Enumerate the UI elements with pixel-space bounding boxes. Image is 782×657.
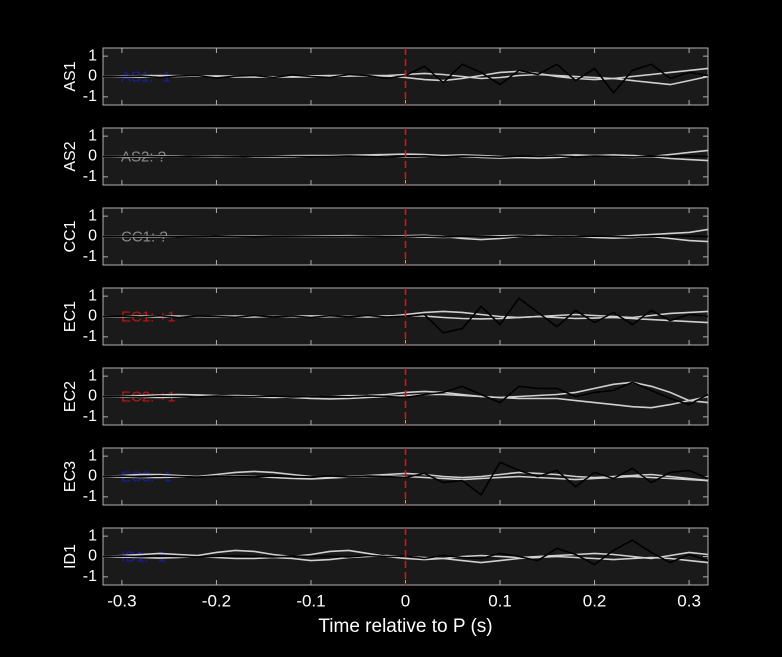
x-tick-label: 0 xyxy=(401,591,410,610)
y-tick-label: 1 xyxy=(88,447,97,464)
y-tick-label: 0 xyxy=(88,228,97,245)
y-tick-label: 1 xyxy=(88,47,97,64)
x-tick-label: -0.3 xyxy=(107,591,136,610)
y-tick-label: 0 xyxy=(88,308,97,325)
y-tick-label: -1 xyxy=(83,248,97,265)
y-axis-label: EC1 xyxy=(62,301,79,332)
y-tick-label: -1 xyxy=(83,168,97,185)
y-tick-label: -1 xyxy=(83,408,97,425)
y-axis-label: AS1 xyxy=(62,61,79,91)
y-axis-label: EC3 xyxy=(62,461,79,492)
y-tick-label: 0 xyxy=(88,68,97,85)
y-tick-label: -1 xyxy=(83,328,97,345)
x-tick-label: -0.2 xyxy=(202,591,231,610)
y-tick-label: 1 xyxy=(88,527,97,544)
y-tick-label: 0 xyxy=(88,468,97,485)
y-tick-label: 1 xyxy=(88,367,97,384)
x-tick-label: 0.2 xyxy=(583,591,607,610)
y-tick-label: 0 xyxy=(88,548,97,565)
y-tick-label: 1 xyxy=(88,287,97,304)
y-axis-label: ID1 xyxy=(62,544,79,569)
y-tick-label: 1 xyxy=(88,127,97,144)
y-tick-label: 0 xyxy=(88,388,97,405)
x-axis-label: Time relative to P (s) xyxy=(318,616,492,637)
x-tick-label: 0.1 xyxy=(488,591,512,610)
x-tick-label: -0.1 xyxy=(296,591,325,610)
y-axis-label: EC2 xyxy=(62,381,79,412)
y-axis-label: CC1 xyxy=(62,220,79,252)
x-tick-label: 0.3 xyxy=(677,591,701,610)
y-tick-label: 1 xyxy=(88,207,97,224)
y-axis-label: AS2 xyxy=(62,141,79,171)
trace xyxy=(102,381,709,406)
y-tick-label: -1 xyxy=(83,568,97,585)
y-tick-label: -1 xyxy=(83,88,97,105)
y-tick-label: -1 xyxy=(83,488,97,505)
trace xyxy=(102,461,709,496)
y-tick-label: 0 xyxy=(88,148,97,165)
